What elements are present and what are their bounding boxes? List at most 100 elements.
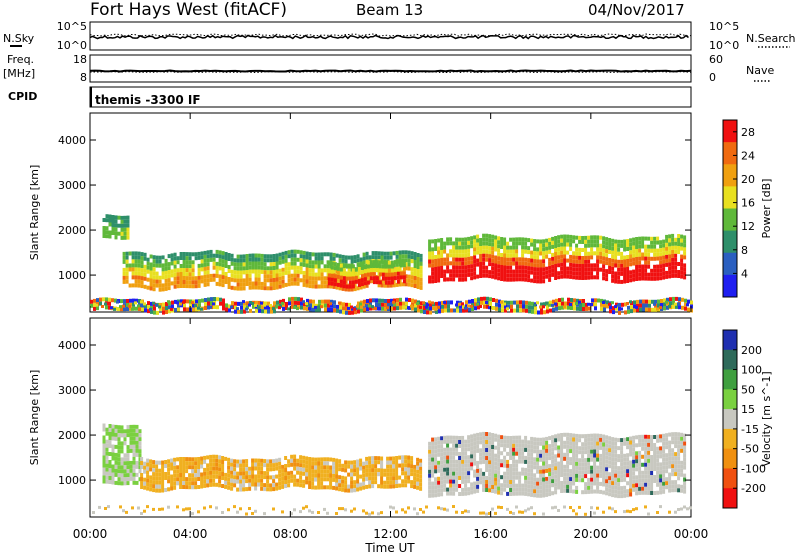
velocity-echo-cell xyxy=(605,479,609,484)
velocity-echo-cell xyxy=(497,466,501,471)
power-clutter-cell xyxy=(464,306,467,310)
velocity-echo-cell xyxy=(179,469,183,473)
velocity-echo-cell xyxy=(449,491,453,496)
power-echo-cell xyxy=(668,242,672,247)
power-echo-cell xyxy=(434,275,438,279)
power-echo-cell xyxy=(348,280,352,285)
velocity-echo-cell xyxy=(440,480,444,485)
velocity-echo-cell xyxy=(206,467,210,472)
velocity-echo-cell xyxy=(380,480,384,485)
velocity-echo-cell xyxy=(311,473,315,478)
power-echo-cell xyxy=(197,283,201,288)
power-echo-cell xyxy=(387,276,391,281)
power-echo-cell xyxy=(431,259,435,264)
velocity-echo-cell xyxy=(515,467,519,472)
velocity-echo-cell xyxy=(386,472,390,477)
velocity-echo-cell xyxy=(473,481,477,486)
power-echo-cell xyxy=(191,280,195,285)
power-echo-cell xyxy=(314,264,318,269)
velocity-echo-cell xyxy=(596,477,600,482)
velocity-echo-cell xyxy=(173,469,177,474)
power-echo-cell xyxy=(371,255,375,260)
velocity-echo-cell xyxy=(386,484,390,489)
power-echo-cell xyxy=(549,308,552,313)
power-echo-band xyxy=(428,233,687,284)
power-echo-cell xyxy=(584,275,588,280)
power-echo-cell xyxy=(605,257,609,262)
power-echo-cell xyxy=(173,284,177,289)
velocity-echo-cell xyxy=(123,453,127,458)
power-echo-cell xyxy=(396,267,400,272)
velocity-echo-cell xyxy=(581,442,585,447)
power-echo-cell xyxy=(614,263,618,268)
power-echo-cell xyxy=(248,273,252,278)
velocity-echo-cell xyxy=(491,477,495,481)
velocity-echo-cell xyxy=(578,438,582,443)
velocity-echo-cell xyxy=(503,475,507,480)
power-echo-cell xyxy=(414,303,417,308)
power-echo-cell xyxy=(510,308,513,313)
velocity-echo-cell xyxy=(614,473,618,478)
velocity-echo-cell xyxy=(641,490,645,495)
power-echo-cell xyxy=(351,276,355,281)
velocity-echo-cell xyxy=(494,469,498,474)
velocity-echo-cell xyxy=(317,457,321,462)
velocity-echo-cell xyxy=(227,461,231,466)
velocity-echo-cell xyxy=(398,475,402,480)
power-echo-cell xyxy=(309,303,312,308)
velocity-echo-cell xyxy=(132,472,136,477)
velocity-echo-cell xyxy=(482,487,486,492)
power-echo-cell xyxy=(381,276,385,281)
power-echo-cell xyxy=(518,265,522,270)
velocity-echo-cell xyxy=(117,465,121,470)
power-echo-cell xyxy=(575,263,579,268)
power-echo-cell xyxy=(407,278,411,283)
power-echo-cell xyxy=(308,276,312,281)
power-echo-cell xyxy=(599,259,603,264)
power-echo-cell xyxy=(333,266,337,271)
power-echo-cell xyxy=(149,254,153,259)
velocity-echo-cell xyxy=(674,468,678,473)
power-echo-cell xyxy=(527,270,531,275)
power-echo-cell xyxy=(587,263,591,268)
velocity-echo-cell xyxy=(117,445,121,450)
velocity-echo-cell xyxy=(410,484,414,489)
power-echo-cell xyxy=(396,275,400,280)
power-echo-cell xyxy=(275,253,279,258)
power-echo-cell xyxy=(212,257,216,262)
power-echo-cell xyxy=(617,267,621,272)
power-echo-cell xyxy=(111,231,115,235)
power-echo-cell xyxy=(560,238,564,243)
power-echo-cell xyxy=(230,261,234,266)
velocity-echo-cell xyxy=(117,441,121,446)
power-echo-cell xyxy=(645,303,648,308)
power-echo-cell xyxy=(461,265,465,270)
power-echo-cell xyxy=(321,299,324,304)
power-echo-cell xyxy=(542,263,546,268)
velocity-echo-cell xyxy=(102,479,106,484)
power-echo-cell xyxy=(491,238,495,243)
velocity-echo-cell xyxy=(143,485,147,490)
power-echo-cell xyxy=(161,271,165,276)
velocity-echo-cell xyxy=(392,484,396,489)
power-echo-cell xyxy=(293,281,297,286)
power-echo-cell xyxy=(134,251,138,256)
velocity-echo-cell xyxy=(431,457,435,462)
velocity-echo-cell xyxy=(132,460,136,465)
power-echo-cell xyxy=(194,276,198,281)
velocity-echo-cell xyxy=(108,460,112,464)
velocity-echo-cell xyxy=(506,467,510,472)
power-echo-cell xyxy=(521,261,525,266)
power-echo-cell xyxy=(614,239,618,244)
velocity-echo-cell xyxy=(635,455,639,460)
velocity-echo-cell xyxy=(518,483,522,488)
power-echo-cell xyxy=(602,264,606,269)
power-clutter-cell xyxy=(278,306,281,310)
velocity-echo-cell xyxy=(683,461,687,466)
power-echo-cell xyxy=(473,263,477,268)
power-echo-cell xyxy=(494,271,498,276)
power-echo-cell xyxy=(506,249,510,254)
velocity-echo-cell xyxy=(491,457,495,461)
power-echo-cell xyxy=(596,267,600,272)
power-echo-cell xyxy=(419,261,423,266)
